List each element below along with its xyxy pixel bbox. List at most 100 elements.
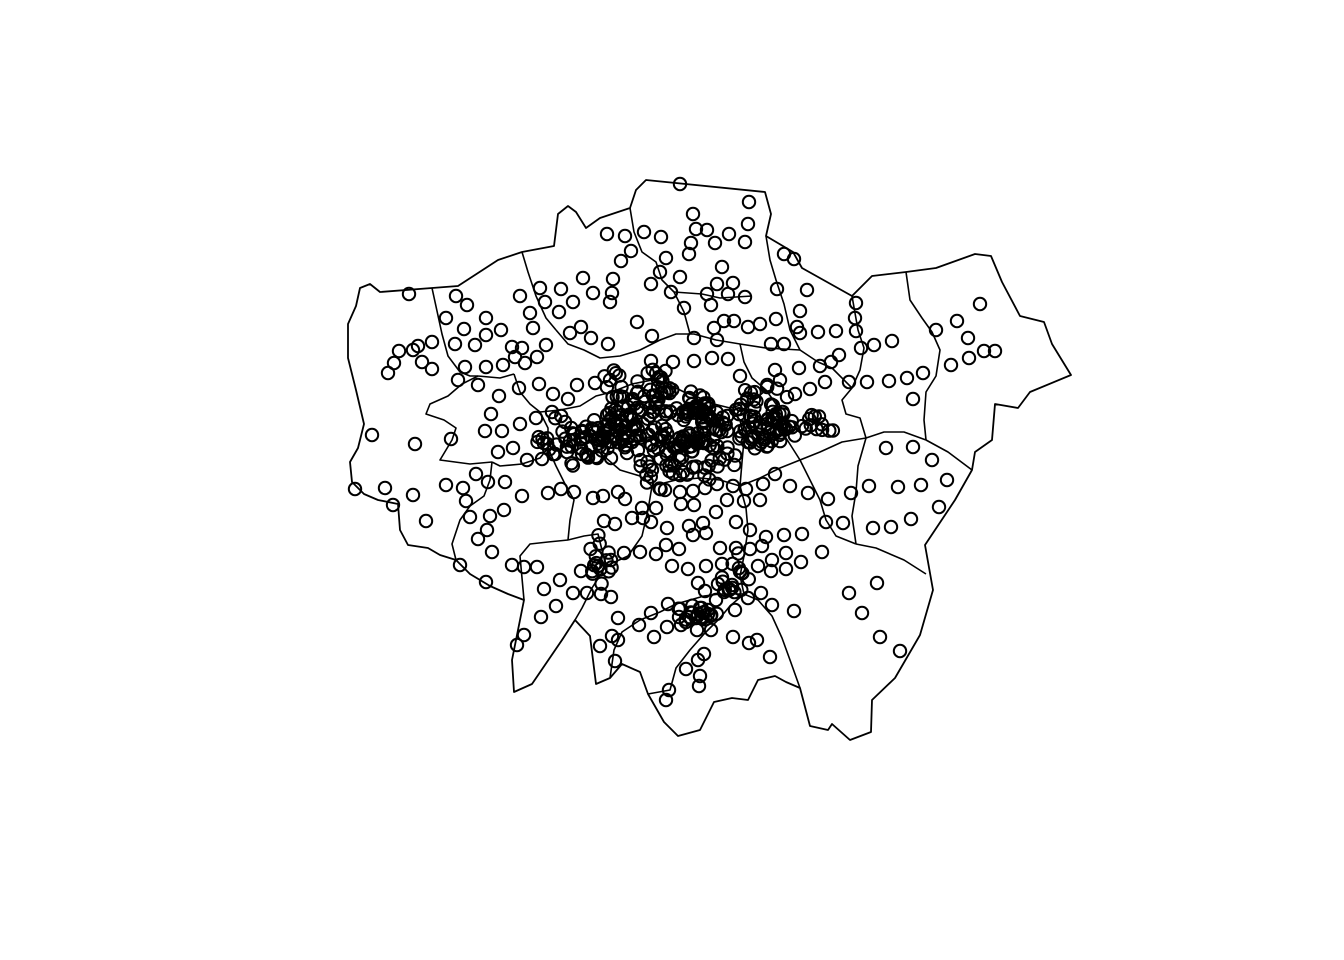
- station-marker: [514, 488, 530, 504]
- station-marker: [659, 458, 674, 473]
- station-marker: [892, 643, 908, 659]
- station-marker: [732, 564, 748, 579]
- station-marker: [630, 374, 645, 389]
- station-marker: [405, 342, 421, 358]
- station-marker: [658, 537, 674, 553]
- station-marker: [636, 224, 652, 240]
- station-marker: [724, 580, 740, 595]
- station-marker: [617, 228, 633, 244]
- station-marker: [753, 585, 769, 601]
- station-marker: [573, 319, 589, 335]
- station-marker: [565, 585, 581, 601]
- station-marker: [615, 389, 631, 405]
- station-marker: [772, 372, 788, 388]
- station-marker: [438, 477, 454, 493]
- station-marker: [672, 269, 688, 285]
- station-marker: [532, 280, 548, 296]
- station-marker: [635, 510, 651, 526]
- station-marker: [681, 518, 697, 534]
- station-marker: [549, 437, 564, 452]
- station-marker: [648, 500, 664, 516]
- station-marker: [671, 541, 687, 557]
- station-marker: [859, 374, 875, 390]
- station-marker: [727, 457, 742, 473]
- station-marker: [754, 538, 770, 554]
- station-marker: [418, 513, 434, 529]
- station-marker: [741, 194, 757, 210]
- station-marker: [750, 558, 766, 574]
- station-marker: [696, 435, 711, 451]
- station-marker: [831, 347, 847, 363]
- station-marker: [749, 632, 765, 648]
- station-marker: [633, 459, 648, 474]
- station-marker: [802, 381, 818, 397]
- station-marker: [614, 379, 629, 395]
- station-marker: [478, 574, 494, 590]
- station-marker: [707, 235, 723, 251]
- station-marker: [585, 490, 601, 506]
- station-marker: [414, 354, 430, 370]
- station-marker: [716, 313, 732, 329]
- station-marker: [848, 323, 864, 339]
- station-marker: [661, 682, 677, 698]
- station-marker: [672, 176, 688, 192]
- station-marker: [648, 396, 663, 412]
- station-marker: [673, 496, 689, 512]
- station-marker: [703, 297, 719, 313]
- station-marker: [854, 605, 870, 621]
- station-marker: [728, 514, 744, 530]
- station-marker: [601, 545, 616, 560]
- station-marker: [599, 226, 615, 242]
- station-marker: [482, 508, 498, 524]
- station-marker: [644, 328, 660, 344]
- station-marker: [655, 427, 670, 443]
- station-marker: [688, 221, 704, 237]
- station-marker: [782, 478, 798, 494]
- station-marker: [531, 429, 546, 445]
- station-marker: [592, 638, 608, 654]
- station-marker: [737, 383, 753, 398]
- station-marker: [709, 276, 725, 292]
- station-marker: [407, 436, 423, 452]
- station-marker: [624, 510, 640, 526]
- station-marker: [735, 566, 750, 581]
- station-marker: [528, 410, 544, 426]
- station-marker: [686, 330, 702, 346]
- station-marker: [664, 558, 680, 574]
- station-marker: [776, 527, 792, 543]
- station-marker: [726, 313, 742, 329]
- station-marker: [987, 343, 1003, 359]
- station-marker: [580, 450, 596, 465]
- station-marker: [905, 391, 921, 407]
- station-marker: [642, 436, 658, 451]
- station-marker: [691, 678, 707, 694]
- station-marker: [749, 394, 764, 409]
- station-marker: [697, 583, 713, 599]
- station-marker: [647, 420, 663, 435]
- station-marker: [928, 322, 944, 338]
- station-marker: [767, 466, 783, 482]
- station-marker: [643, 514, 659, 530]
- station-marker: [643, 276, 659, 292]
- station-marker: [559, 439, 575, 454]
- station-marker: [560, 391, 576, 407]
- station-marker: [742, 408, 758, 423]
- station-marker: [566, 484, 582, 500]
- station-marker: [755, 476, 771, 492]
- station-marker: [578, 419, 594, 434]
- station-marker: [564, 420, 579, 436]
- station-marker: [769, 381, 785, 396]
- station-marker: [658, 692, 674, 708]
- station-marker: [709, 606, 724, 621]
- station-marker: [869, 575, 885, 591]
- station-marker: [931, 499, 947, 515]
- station-marker: [455, 480, 471, 496]
- station-marker: [731, 546, 746, 561]
- station-marker: [564, 456, 579, 471]
- station-marker: [479, 522, 495, 538]
- station-marker: [596, 513, 612, 529]
- station-marker: [714, 556, 730, 572]
- station-marker: [794, 526, 810, 542]
- station-marker: [791, 360, 807, 376]
- station-marker: [905, 439, 921, 455]
